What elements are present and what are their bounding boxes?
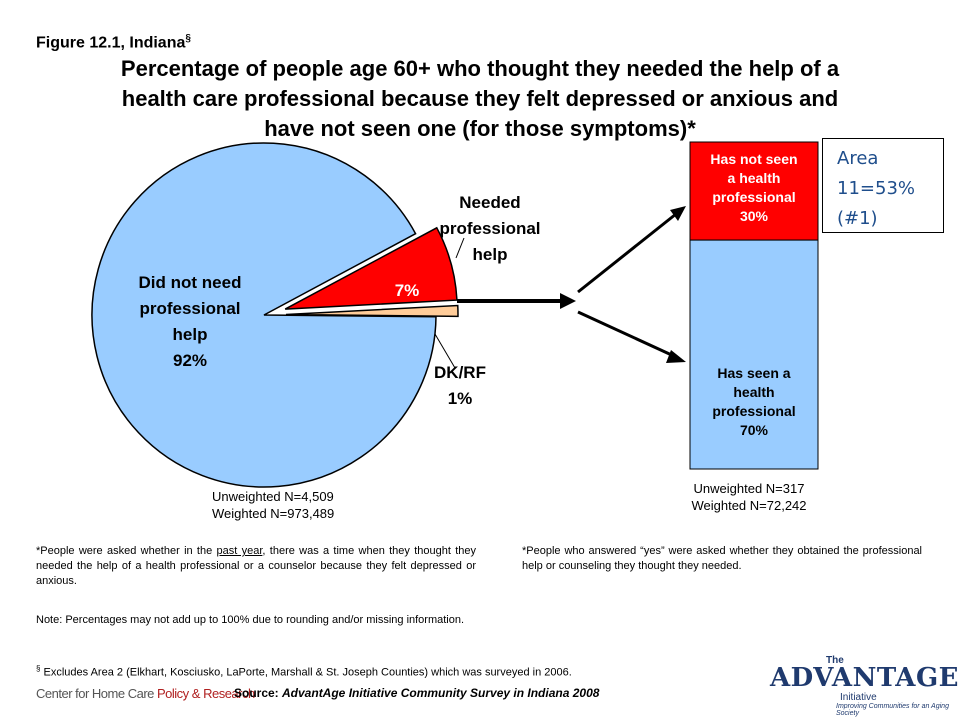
- right-footnote: *People who answered “yes” were asked wh…: [522, 545, 922, 572]
- slice-value-needed: 7%: [394, 281, 420, 300]
- bar-label-not-seen: Has not seen a health professional 30%: [710, 151, 798, 224]
- stacked-bar: [689, 141, 819, 470]
- lower-branch-arrow: [577, 310, 677, 359]
- dkrf-leader-line: [434, 333, 456, 369]
- percent-note: Note: Percentages may not add up to 100%…: [36, 614, 465, 626]
- excludes-note: § Excludes Area 2 (Elkhart, Kosciusko, L…: [36, 664, 572, 679]
- area-box-line3: (#1): [837, 208, 878, 229]
- slice-label-needed: Needed professional help: [439, 193, 541, 264]
- upper-branch-arrowhead: [670, 206, 686, 221]
- pie-sample-size: Unweighted N=4,509 Weighted N=973,489: [212, 489, 335, 521]
- chart-title: Percentage of people age 60+ who thought…: [120, 56, 840, 141]
- pie-slice-dk-rf: [285, 304, 459, 318]
- pie-chart: [91, 142, 459, 488]
- center-home-care-logo: Center for Home Care Policy & Research: [36, 686, 255, 701]
- advantage-initiative-logo: The ADVANTAGE Initiative Improving Commu…: [770, 655, 959, 717]
- source-note: Source: AdvantAge Initiative Community S…: [234, 686, 600, 700]
- slice-label-did-not-need: Did not need professional help 92%: [138, 273, 242, 370]
- area-box-line2: 11=53%: [837, 178, 915, 199]
- area-comparison-box: Area 11=53% (#1): [822, 138, 944, 233]
- bar-segment-has-not-seen-a-health-professional: [689, 141, 819, 241]
- slice-label-dkrf: DK/RF 1%: [434, 363, 486, 408]
- bar-sample-size: Unweighted N=317 Weighted N=72,242: [691, 481, 807, 513]
- area-box-line1: Area: [837, 148, 879, 169]
- figure-label: Figure 12.1, Indiana§: [36, 33, 191, 52]
- main-arrow-head: [560, 293, 576, 309]
- left-footnote: *People were asked whether in the past y…: [36, 545, 476, 587]
- lower-branch-arrowhead: [666, 350, 686, 363]
- pie-slice-did-not-need-professional-help: [91, 142, 437, 488]
- upper-branch-arrow: [577, 212, 677, 294]
- needed-leader-line: [455, 237, 465, 259]
- bar-label-seen: Has seen a health professional 70%: [712, 365, 796, 438]
- bar-segment-has-seen-a-health-professional: [689, 239, 819, 470]
- pie-slice-needed-professional-help: [284, 226, 458, 310]
